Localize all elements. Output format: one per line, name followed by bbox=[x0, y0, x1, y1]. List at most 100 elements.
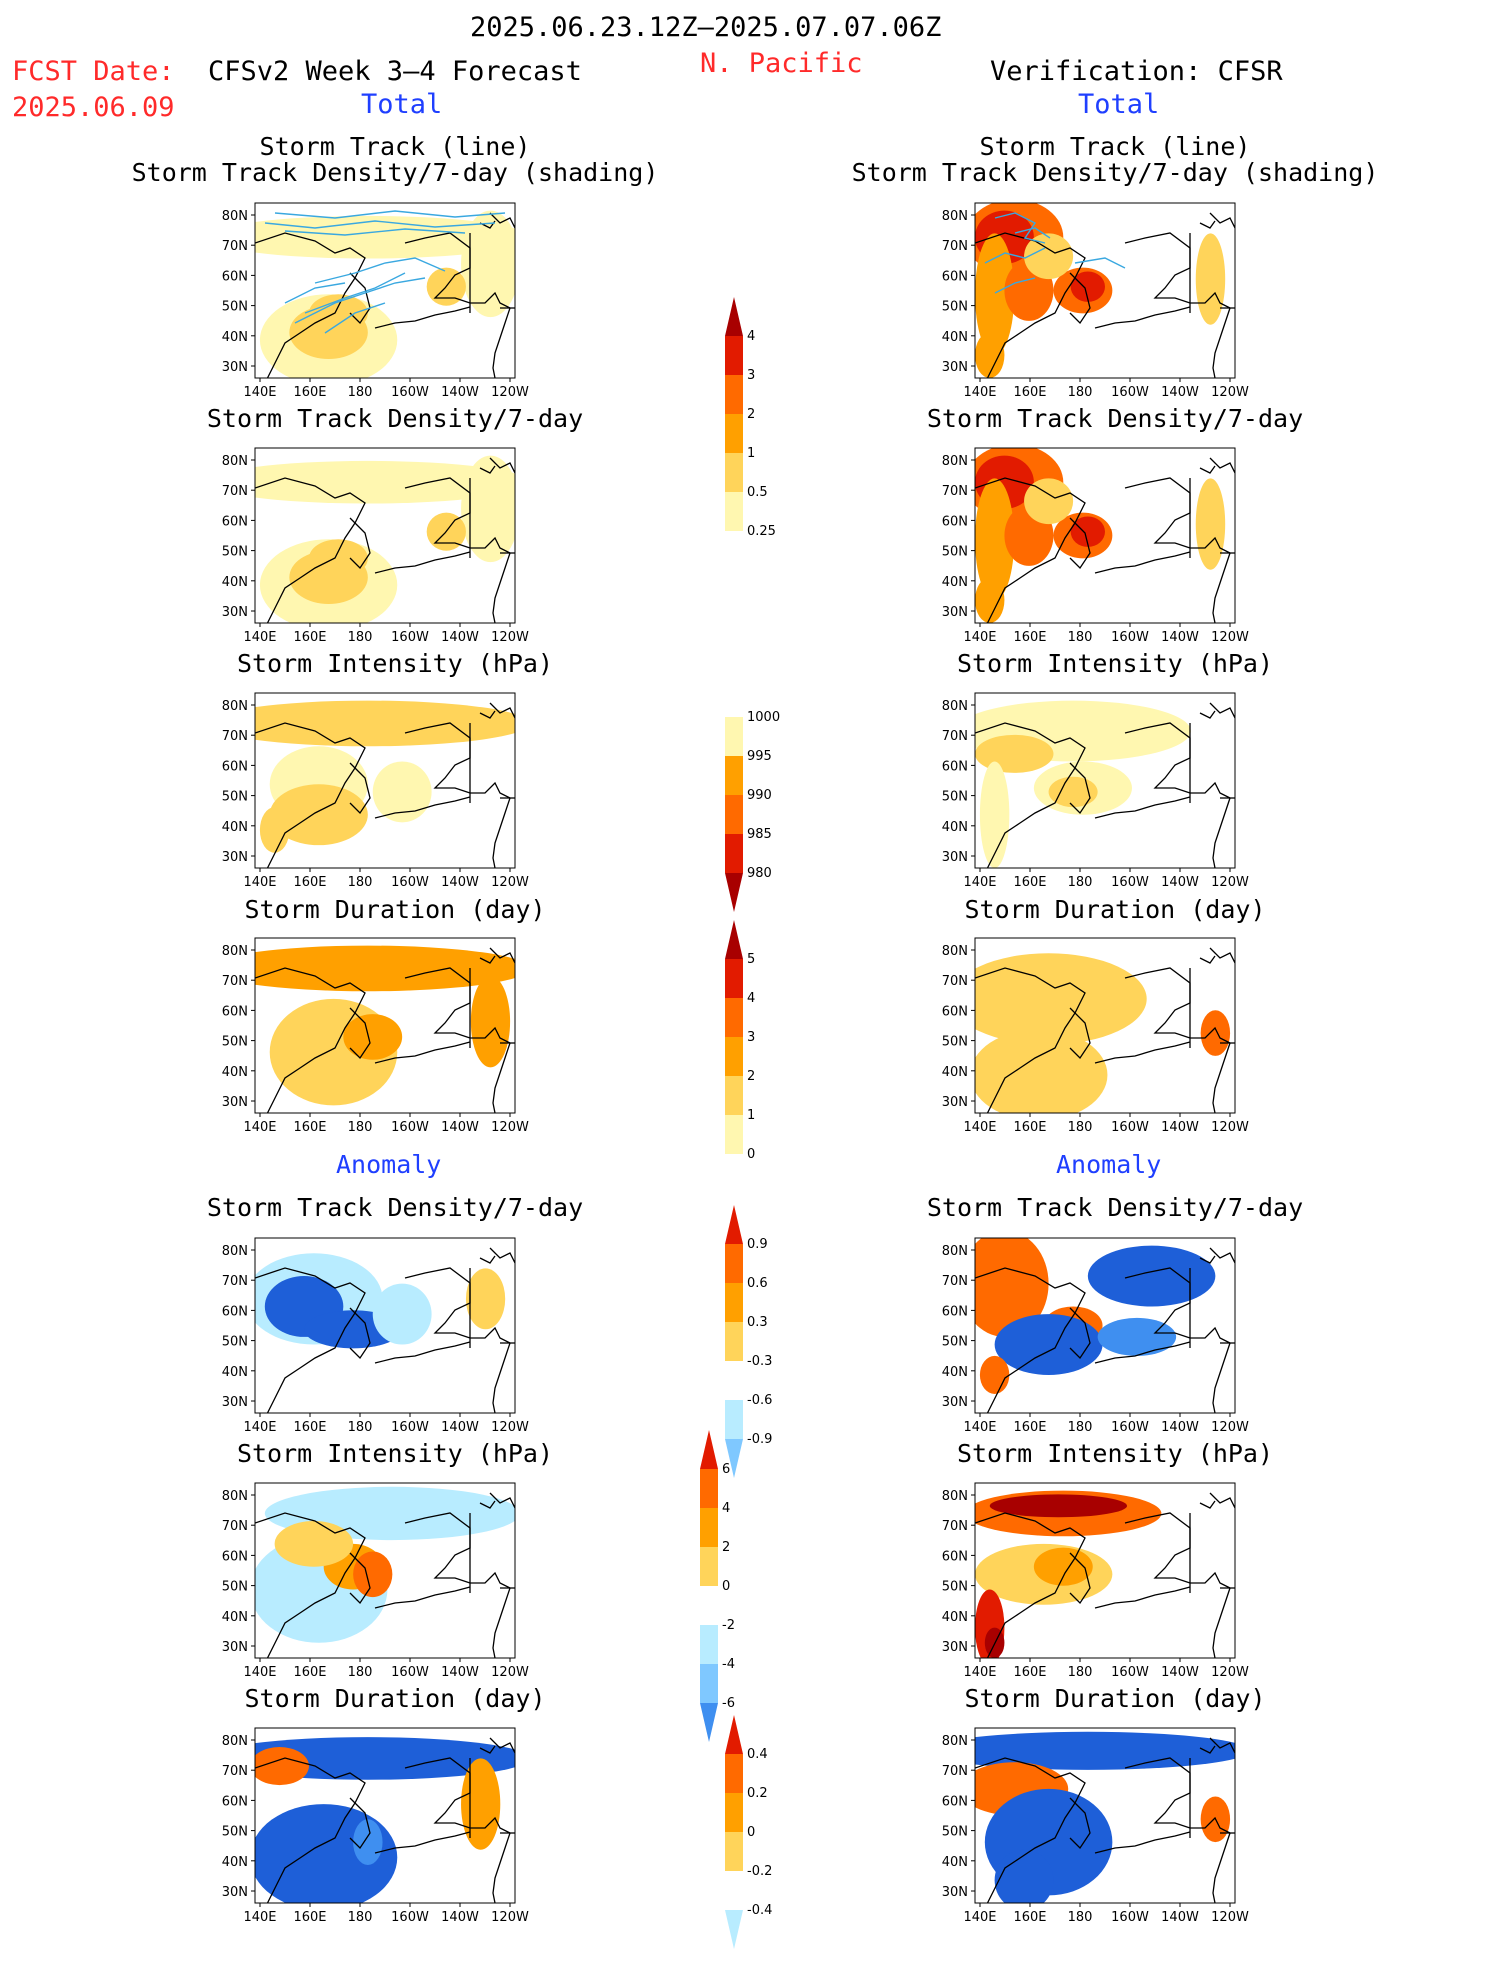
shading-region bbox=[274, 1521, 354, 1567]
lon-tick-label: 120W bbox=[491, 1120, 529, 1135]
lon-tick-label: 160W bbox=[1111, 385, 1149, 400]
lat-tick-label: 60N bbox=[222, 269, 248, 284]
lon-tick-label: 180 bbox=[348, 630, 373, 645]
title-intensity-l: Storm Intensity (hPa) bbox=[236, 649, 554, 678]
field-shading bbox=[255, 1483, 515, 1658]
coastlines bbox=[975, 947, 1235, 1113]
map-density-anom-forecast: 140E 160E 180 160W 140W 120W 80N 70N 60N 50N 40N 30… bbox=[222, 1237, 529, 1435]
colorbar-label: -0.3 bbox=[747, 1354, 772, 1369]
lat-tick-label: 70N bbox=[222, 1764, 248, 1779]
coastline bbox=[975, 722, 1086, 868]
shading-region bbox=[465, 1268, 506, 1330]
storm-tracks bbox=[264, 210, 506, 334]
colorbar-segment bbox=[725, 1205, 743, 1244]
shading-region bbox=[975, 233, 1015, 356]
storm-tracks bbox=[984, 212, 1126, 294]
coastlines bbox=[255, 457, 515, 623]
lat-tick-label: 50N bbox=[942, 1825, 968, 1840]
coastline bbox=[374, 306, 471, 329]
colorbar-label: 0.4 bbox=[747, 1747, 768, 1762]
coastline bbox=[374, 1341, 471, 1364]
lon-tick-label: 160W bbox=[391, 630, 429, 645]
lon-tick-label: 120W bbox=[491, 875, 529, 890]
title-duration-anom-l: Storm Duration (day) bbox=[244, 1684, 546, 1713]
coastlines bbox=[255, 1492, 515, 1658]
coastline bbox=[1094, 796, 1191, 819]
coastline bbox=[255, 967, 366, 1113]
lon-tick-label: 120W bbox=[1211, 630, 1249, 645]
colorbar-label: 0.3 bbox=[747, 1315, 768, 1330]
lon-tick-label: 160W bbox=[1111, 1910, 1149, 1925]
lon-tick-label: 140E bbox=[963, 1910, 996, 1925]
field-shading bbox=[255, 1728, 515, 1903]
shading-region bbox=[372, 1283, 432, 1345]
coastline bbox=[479, 465, 496, 474]
map-frame bbox=[254, 1482, 516, 1659]
title-density-anom-r: Storm Track Density/7-day bbox=[926, 1193, 1304, 1222]
lon-tick-label: 160W bbox=[1111, 630, 1149, 645]
lon-tick-label: 160E bbox=[293, 630, 326, 645]
lon-tick-label: 140W bbox=[1161, 875, 1199, 890]
coastline bbox=[255, 232, 366, 378]
colorbar-label: 0.25 bbox=[747, 524, 776, 539]
storm-track-line bbox=[1014, 227, 1051, 239]
shading-region bbox=[255, 700, 515, 747]
colorbar-segment bbox=[725, 1715, 743, 1754]
lon-tick-label: 140E bbox=[243, 630, 276, 645]
lon-tick-label: 120W bbox=[491, 1910, 529, 1925]
colorbar-label: 4 bbox=[747, 991, 755, 1006]
colorbar-label: 3 bbox=[747, 1030, 755, 1045]
coastline bbox=[1212, 552, 1231, 623]
lon-tick-label: 180 bbox=[348, 385, 373, 400]
colorbar-label: 2 bbox=[722, 1540, 730, 1555]
colorbar-label: 985 bbox=[747, 827, 772, 842]
storm-track-line bbox=[994, 212, 1046, 244]
title-track-l-line2: Storm Track Density/7-day (shading) bbox=[131, 158, 659, 187]
coastline bbox=[492, 1832, 511, 1903]
title-track-r-line2: Storm Track Density/7-day (shading) bbox=[851, 158, 1379, 187]
colorbar-segment bbox=[725, 678, 743, 717]
map-intensity-anom-forecast: 140E 160E 180 160W 140W 120W 80N 70N 60N 50N 40N 30… bbox=[222, 1482, 529, 1680]
colorbar-segment bbox=[725, 1154, 743, 1193]
lat-tick-label: 30N bbox=[942, 1640, 968, 1655]
coastlines bbox=[255, 1247, 515, 1413]
lon-tick-label: 180 bbox=[348, 1120, 373, 1135]
lat-tick-label: 80N bbox=[222, 1489, 248, 1504]
coastline bbox=[492, 307, 511, 378]
colorbar-label: 0.5 bbox=[747, 485, 768, 500]
map-intensity-anom-cfsr: 140E 160E 180 160W 140W 120W 80N 70N 60N 50N 40N 30… bbox=[942, 1482, 1249, 1680]
lon-tick-label: 160E bbox=[293, 1420, 326, 1435]
shading-region bbox=[461, 455, 515, 563]
colorbar-label: 1 bbox=[747, 1108, 755, 1123]
field-shading bbox=[255, 1238, 515, 1413]
lat-tick-label: 50N bbox=[222, 790, 248, 805]
lon-tick-label: 160E bbox=[293, 1910, 326, 1925]
coastline bbox=[255, 1512, 366, 1658]
shading-region bbox=[979, 1355, 1010, 1394]
coastline bbox=[255, 477, 366, 623]
colorbar-segment bbox=[725, 453, 743, 492]
lon-tick-label: 180 bbox=[1068, 1420, 1093, 1435]
lat-tick-label: 30N bbox=[942, 360, 968, 375]
shading-region bbox=[994, 1849, 1054, 1903]
lat-tick-label: 60N bbox=[222, 1549, 248, 1564]
coastline bbox=[1124, 1512, 1231, 1589]
colorbar-segment bbox=[700, 1430, 718, 1469]
coastlines bbox=[975, 212, 1235, 378]
colorbar-segment bbox=[725, 756, 743, 795]
lat-tick-label: 40N bbox=[942, 820, 968, 835]
lat-tick-label: 50N bbox=[222, 1580, 248, 1595]
lon-tick-label: 160W bbox=[391, 385, 429, 400]
coastlines bbox=[975, 1247, 1235, 1413]
shading-region bbox=[1070, 271, 1105, 302]
lon-tick-label: 140W bbox=[1161, 385, 1199, 400]
coastline bbox=[404, 1512, 511, 1589]
map-frame bbox=[254, 1237, 516, 1414]
colorbar-label: -0.9 bbox=[747, 1432, 772, 1447]
map-track-forecast: 140E 160E 180 160W 140W 120W 80N 70N 60N 50N 40N 30… bbox=[222, 202, 529, 400]
total-right-label: Total bbox=[1078, 89, 1160, 120]
lat-tick-label: 70N bbox=[222, 484, 248, 499]
lon-tick-label: 160W bbox=[391, 1910, 429, 1925]
lat-tick-label: 70N bbox=[942, 1274, 968, 1289]
colorbar-segment bbox=[725, 834, 743, 873]
